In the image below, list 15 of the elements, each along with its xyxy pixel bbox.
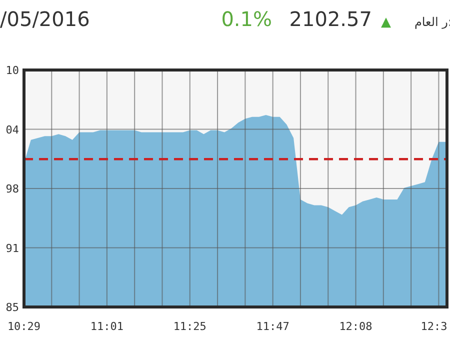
text: 10 (6, 64, 19, 77)
text: 85 (6, 301, 19, 314)
x-tick-label: 11:01 (90, 320, 124, 333)
x-tick-label: 10:29 (7, 320, 41, 333)
text: 91 (6, 242, 19, 255)
x-tick-label: 12:08 (339, 320, 372, 333)
x-tick-label: 11:25 (173, 320, 206, 333)
text: 2102.57 (289, 7, 372, 31)
text: 98 (6, 182, 19, 196)
x-tick-label: 12:3 (420, 320, 448, 333)
text: ▲ (381, 15, 391, 30)
x-tick-label: 11:47 (256, 320, 290, 333)
text: /05/2016 (0, 7, 90, 31)
text: 04 (6, 123, 20, 136)
text: 0.1% (221, 7, 272, 31)
